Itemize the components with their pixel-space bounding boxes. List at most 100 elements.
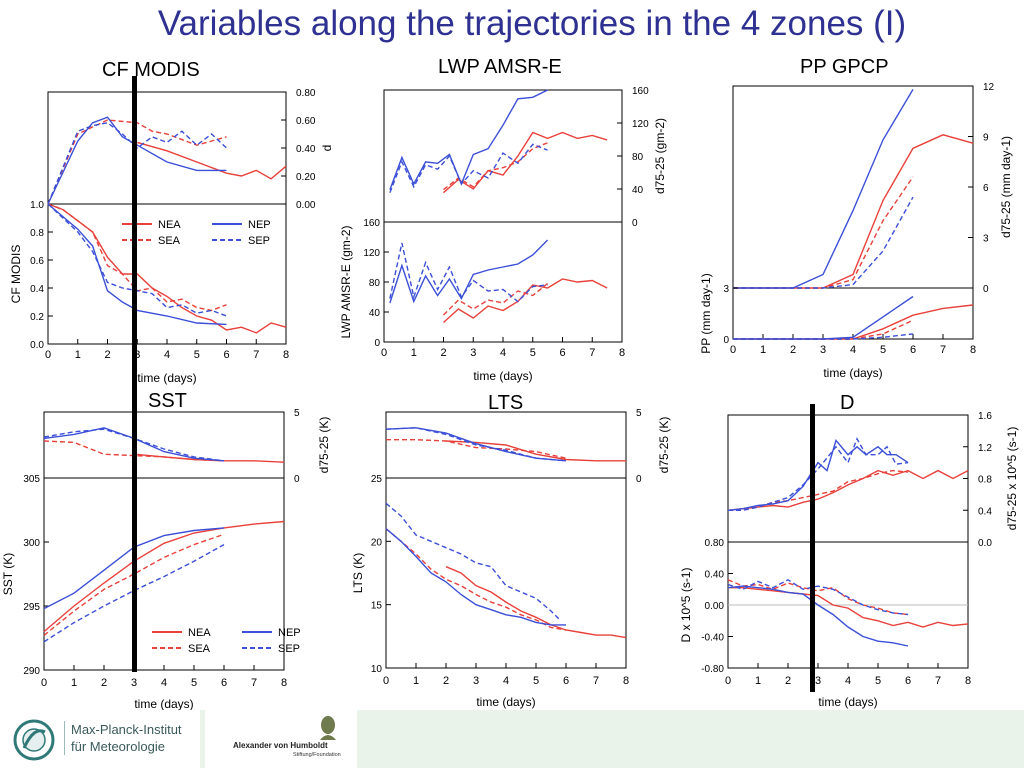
x-tick-label: 8 xyxy=(970,344,976,356)
y-tick-label: 12 xyxy=(983,82,995,93)
y-axis-label: D x 10^5 (s-1) xyxy=(679,568,693,643)
mpi-name: Max-Planck-Institut für Meteorologie xyxy=(64,721,182,755)
panel-title-lwp: LWP AMSR-E xyxy=(438,56,562,78)
humboldt-logo-box: Alexander von Humboldt Stiftung/Foundati… xyxy=(205,710,357,768)
y-tick-label: 0.4 xyxy=(978,506,992,517)
y-tick-label: 5 xyxy=(636,408,642,419)
y-tick-label: -0.40 xyxy=(701,633,724,644)
series-line-sep xyxy=(47,203,227,317)
y-tick-label: 0.60 xyxy=(296,116,316,127)
x-tick-label: 1 xyxy=(760,344,766,356)
y-tick-label: 120 xyxy=(363,248,380,259)
series-line-sea xyxy=(443,282,549,316)
series-line-nea xyxy=(47,203,287,334)
series-line-nea xyxy=(733,304,974,340)
x-tick-label: 3 xyxy=(820,344,826,356)
y-tick-label: 0.0 xyxy=(978,538,992,549)
series-line-nep xyxy=(47,116,227,205)
series-line-sea xyxy=(727,469,909,511)
y-tick-label: 0.80 xyxy=(705,538,725,549)
y-axis-label: PP (mm day-1) xyxy=(699,273,713,353)
x-tick-label: 1 xyxy=(75,349,81,361)
x-tick-label: 2 xyxy=(790,344,796,356)
x-tick-label: 7 xyxy=(935,675,941,687)
x-tick-label: 8 xyxy=(965,675,971,687)
y-axis-label: d75-25 (gm-2) xyxy=(653,118,667,194)
y-tick-label: 5 xyxy=(294,408,300,419)
mpi-logo-box: Max-Planck-Institut für Meteorologie xyxy=(0,710,200,768)
legend-cf: NEA SEA NEP SEP xyxy=(122,219,271,247)
x-tick-label: 7 xyxy=(253,349,259,361)
y-tick-label: 3 xyxy=(983,234,989,245)
panel-title-div: D xyxy=(840,392,854,414)
legend-label-nep: NEP xyxy=(248,219,271,231)
series-line-nea xyxy=(443,131,608,194)
mpi-name-line2: für Meteorologie xyxy=(71,739,165,754)
panel-title-lts: LTS xyxy=(488,392,523,414)
y-tick-label: 0.4 xyxy=(30,284,44,295)
series-line-sep xyxy=(47,122,227,205)
x-axis-label: time (days) xyxy=(818,695,877,709)
x-tick-label: 4 xyxy=(503,675,509,687)
series-line-nea xyxy=(445,440,626,462)
x-tick-label: 2 xyxy=(104,349,110,361)
mpi-name-line1: Max-Planck-Institut xyxy=(71,722,182,737)
y-tick-label: 0.6 xyxy=(30,256,44,267)
y-tick-label: -0.80 xyxy=(701,664,724,675)
x-tick-label: 4 xyxy=(845,675,851,687)
y-tick-label: 40 xyxy=(369,308,381,319)
y-tick-label: 0.20 xyxy=(296,172,316,183)
time-marker-bar xyxy=(810,404,815,692)
y-tick-label: 0 xyxy=(636,474,642,485)
y-tick-label: 0 xyxy=(374,338,380,349)
series-line-sep xyxy=(385,427,567,462)
x-tick-label: 4 xyxy=(161,677,167,689)
x-tick-label: 1 xyxy=(71,677,77,689)
y-tick-label: 80 xyxy=(369,278,381,289)
x-tick-label: 1 xyxy=(755,675,761,687)
y-tick-label: 0 xyxy=(983,284,989,295)
y-axis-label: d xyxy=(320,145,334,152)
y-axis-label: SST (K) xyxy=(1,553,15,595)
y-tick-label: 0.0 xyxy=(30,340,44,351)
y-tick-label: 0.00 xyxy=(705,601,725,612)
y-tick-label: 0.40 xyxy=(705,570,725,581)
x-axis-label: time (days) xyxy=(137,371,196,385)
x-tick-label: 6 xyxy=(563,675,569,687)
legend-label-sea: SEA xyxy=(158,235,181,247)
y-axis-label: d75-25 (mm day-1) xyxy=(999,136,1013,238)
x-tick-label: 2 xyxy=(440,347,446,359)
series-line-nea xyxy=(137,141,287,180)
x-tick-label: 6 xyxy=(910,344,916,356)
x-tick-label: 7 xyxy=(589,347,595,359)
x-tick-label: 3 xyxy=(473,675,479,687)
y-tick-label: 305 xyxy=(23,474,40,485)
legend-label-nep: NEP xyxy=(278,627,301,639)
panel-title-pp: PP GPCP xyxy=(800,56,889,78)
y-axis-label: CF MODIS xyxy=(9,245,23,304)
series-line-sea xyxy=(443,142,548,191)
humboldt-name: Alexander von Humboldt xyxy=(233,741,328,750)
x-tick-label: 5 xyxy=(875,675,881,687)
y-tick-label: 295 xyxy=(23,602,40,613)
humboldt-portrait-icon xyxy=(320,716,336,740)
x-tick-label: 2 xyxy=(443,675,449,687)
series-line-sep xyxy=(43,543,225,643)
y-tick-label: 0 xyxy=(294,474,300,485)
y-tick-label: 3 xyxy=(723,284,729,295)
x-tick-label: 3 xyxy=(470,347,476,359)
series-line-sep xyxy=(727,578,909,616)
y-axis-label: LWP AMSR-E (gm-2) xyxy=(339,226,353,339)
y-tick-label: 1.6 xyxy=(978,411,992,422)
plot-frame xyxy=(732,85,974,340)
x-axis-label: time (days) xyxy=(476,695,535,709)
legend-sst: NEA SEA NEP SEP xyxy=(152,627,301,655)
x-tick-label: 7 xyxy=(593,675,599,687)
series-line-nep xyxy=(389,89,548,190)
y-tick-label: 0.00 xyxy=(296,200,316,211)
y-tick-label: 40 xyxy=(632,185,644,196)
slide-title: Variables along the trajectories in the … xyxy=(157,4,907,43)
series-line-nep xyxy=(385,528,566,626)
x-tick-label: 2 xyxy=(101,677,107,689)
